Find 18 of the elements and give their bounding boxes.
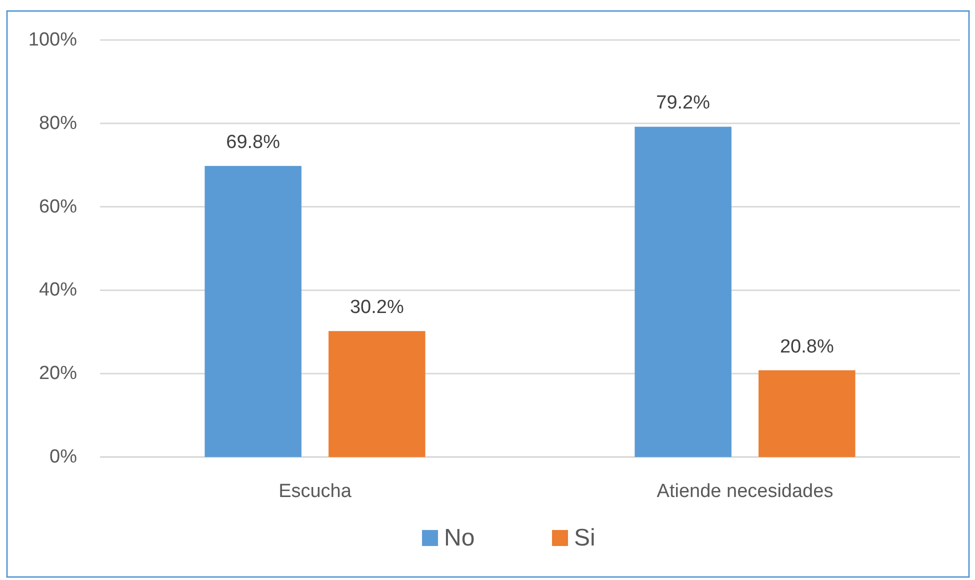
data-label: 79.2% bbox=[656, 92, 710, 114]
legend-label: No bbox=[444, 524, 475, 552]
y-tick-label: 20% bbox=[38, 363, 78, 384]
y-tick-label: 100% bbox=[28, 30, 78, 50]
y-tick-label: 60% bbox=[38, 196, 78, 218]
data-label: 30.2% bbox=[350, 297, 404, 318]
y-tick-label: 0% bbox=[50, 446, 78, 468]
x-tick-label: Escucha bbox=[278, 481, 352, 502]
y-tick-label: 40% bbox=[38, 280, 78, 301]
legend-label: Si bbox=[574, 524, 596, 552]
y-tick-label: 80% bbox=[38, 112, 78, 134]
x-tick-label: Atiende necesidades bbox=[656, 481, 834, 502]
bar bbox=[204, 166, 302, 457]
bar bbox=[758, 370, 856, 457]
data-label: 20.8% bbox=[780, 336, 834, 358]
data-label: 69.8% bbox=[226, 132, 280, 153]
bar bbox=[328, 331, 426, 457]
bar bbox=[634, 126, 732, 457]
